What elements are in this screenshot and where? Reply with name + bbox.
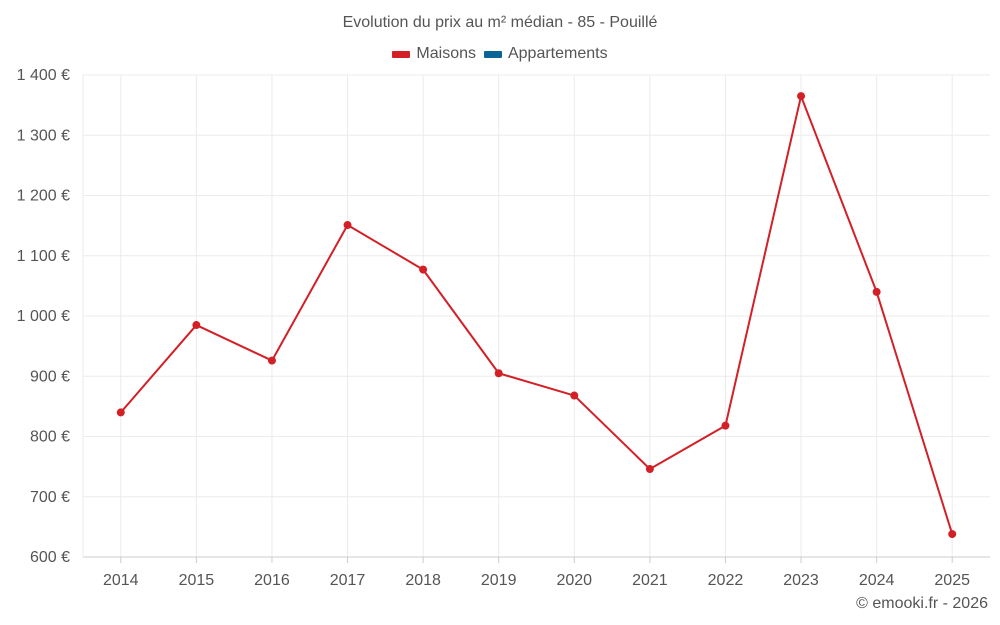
y-tick-label: 700 € — [30, 489, 70, 506]
x-tick-label: 2022 — [708, 572, 744, 589]
x-tick-label: 2021 — [632, 572, 668, 589]
series-line-maisons — [120, 95, 954, 535]
x-tick-label: 2024 — [859, 572, 895, 589]
x-tick-label: 2015 — [179, 572, 215, 589]
data-point[interactable] — [343, 221, 352, 230]
y-tick-label: 800 € — [30, 429, 70, 446]
data-point[interactable] — [948, 530, 957, 539]
legend-swatch-appartements — [483, 50, 502, 58]
y-tick-label: 1 200 € — [17, 188, 70, 205]
y-tick-label: 1 300 € — [17, 127, 70, 144]
x-tick-label: 2014 — [103, 572, 139, 589]
y-tick-label: 1 100 € — [17, 248, 70, 265]
data-point[interactable] — [116, 408, 125, 417]
legend-label-maisons: Maisons — [416, 45, 476, 62]
y-tick-label: 600 € — [30, 549, 70, 566]
data-point[interactable] — [419, 265, 428, 274]
x-tick-label: 2025 — [934, 572, 970, 589]
data-point[interactable] — [872, 287, 881, 296]
data-point[interactable] — [267, 356, 276, 365]
x-tick-label: 2018 — [405, 572, 441, 589]
data-point[interactable] — [192, 321, 201, 330]
data-point[interactable] — [645, 465, 654, 474]
data-point[interactable] — [721, 421, 730, 430]
y-tick-label: 1 400 € — [17, 67, 70, 84]
x-tick-label: 2023 — [783, 572, 819, 589]
data-point[interactable] — [797, 92, 806, 101]
x-tick-label: 2020 — [556, 572, 592, 589]
legend: Maisons Appartements — [0, 45, 1000, 63]
axes: 600 € 700 € 800 € 900 € 1 000 € 1 100 € 1 200 … — [17, 67, 990, 589]
legend-item-maisons[interactable]: Maisons — [392, 45, 476, 63]
credit-text: © emooki.fr - 2026 — [856, 595, 988, 612]
chart-title: Evolution du prix au m² médian - 85 - Po… — [342, 14, 658, 31]
grid — [83, 74, 990, 558]
legend-label-appartements: Appartements — [507, 45, 608, 62]
data-point[interactable] — [494, 369, 503, 378]
y-tick-label: 900 € — [30, 368, 70, 385]
data-point[interactable] — [570, 391, 579, 400]
legend-item-appartements[interactable]: Appartements — [483, 45, 608, 63]
series-layer — [116, 92, 957, 539]
x-tick-label: 2019 — [481, 572, 517, 589]
legend-swatch-maisons — [392, 50, 411, 58]
y-tick-label: 1 000 € — [17, 308, 70, 325]
x-tick-label: 2016 — [254, 572, 290, 589]
x-tick-label: 2017 — [330, 572, 366, 589]
